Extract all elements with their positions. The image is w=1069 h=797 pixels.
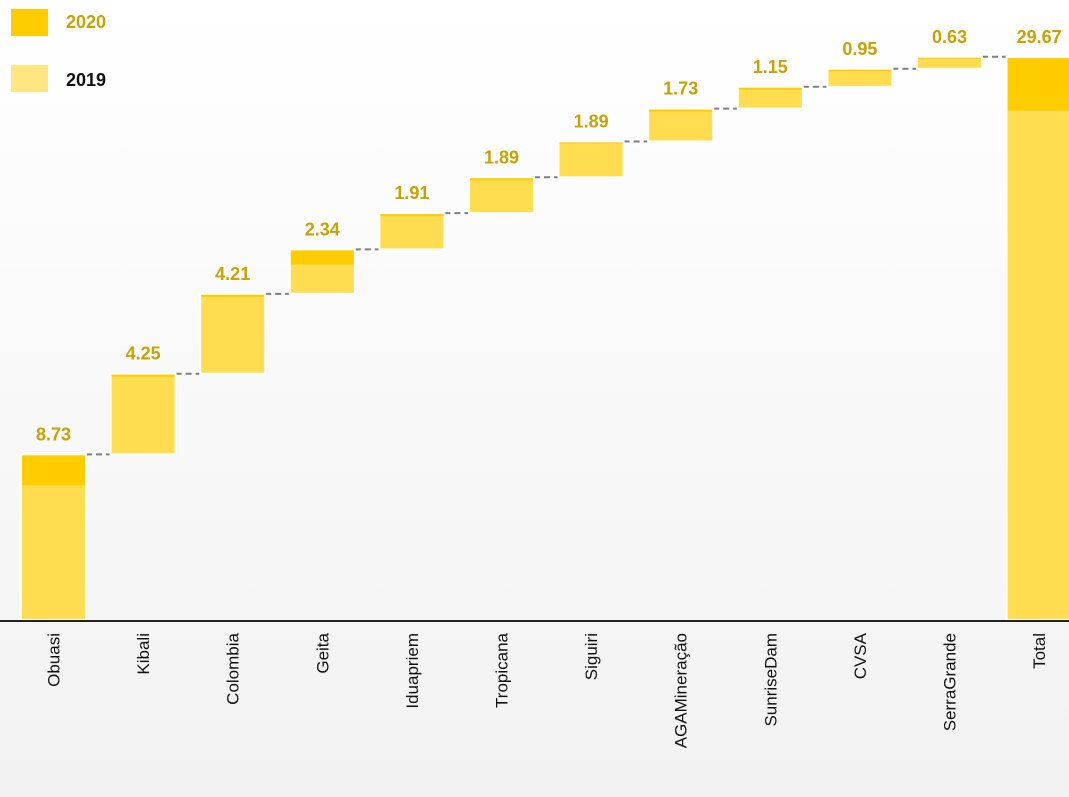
bar-2020-increment [290, 250, 354, 265]
category-label: Tropicana [493, 632, 512, 708]
value-label: 1.91 [394, 183, 429, 203]
value-label: 1.89 [484, 147, 519, 167]
category-label: Obuasi [45, 633, 64, 687]
category-label: CVSA [851, 632, 870, 679]
value-label: 0.95 [842, 39, 877, 59]
category-label: Iduapriem [403, 633, 422, 709]
legend-swatch-2020 [11, 9, 48, 36]
value-label: 29.67 [1017, 27, 1062, 47]
bar-colombia [199, 292, 267, 375]
value-label: 0.63 [932, 27, 967, 47]
category-label: Kibali [134, 633, 153, 675]
value-label: 8.73 [36, 424, 71, 444]
bar-iduapriem [378, 212, 446, 251]
bar-kibali [109, 372, 177, 456]
category-label: Geita [313, 632, 332, 673]
bar-2020-increment [1007, 58, 1069, 111]
category-label: Total [1030, 633, 1049, 669]
category-label: Colombia [224, 632, 243, 704]
bar-total [1005, 56, 1069, 621]
value-label: 1.73 [663, 79, 698, 99]
legend-swatch-2019 [11, 65, 48, 92]
bar-cvsa [826, 67, 894, 88]
value-label: 4.25 [126, 344, 161, 364]
bar-tropicana [468, 176, 535, 215]
bar-2020-increment [918, 57, 981, 59]
category-label: SerraGrande [941, 633, 960, 731]
bar-2020-increment [559, 142, 623, 144]
bar-agamineração [647, 107, 715, 143]
legend-label-2020: 2020 [66, 12, 107, 32]
bar-sunrisedam [736, 85, 804, 110]
value-label: 1.89 [574, 111, 609, 131]
category-label: AGAMineração [672, 633, 691, 748]
bar-siguiri [557, 140, 625, 179]
legend-label-2019: 2019 [66, 70, 107, 90]
value-label: 1.15 [753, 57, 788, 77]
category-label: SunriseDam [761, 633, 780, 727]
category-label: Siguiri [582, 633, 601, 680]
bar-serragrande [916, 55, 983, 70]
bar-2020-increment [22, 455, 85, 486]
bar-2020-increment [828, 69, 892, 72]
value-label: 2.34 [305, 219, 340, 239]
value-label: 4.21 [215, 264, 250, 284]
